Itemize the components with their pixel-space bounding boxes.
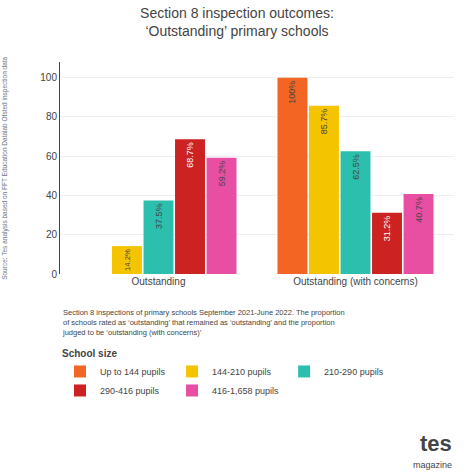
svg-text:290-416 pupils: 290-416 pupils bbox=[100, 386, 160, 396]
svg-text:Section 8 inspection outcomes:: Section 8 inspection outcomes:‘Outstandi… bbox=[140, 5, 334, 39]
svg-text:100: 100 bbox=[40, 72, 57, 83]
svg-text:37.5%: 37.5% bbox=[154, 203, 164, 229]
svg-text:40: 40 bbox=[46, 190, 58, 201]
svg-text:100%: 100% bbox=[287, 81, 297, 104]
svg-text:85.7%: 85.7% bbox=[319, 109, 329, 135]
svg-text:210-290 pupils: 210-290 pupils bbox=[324, 367, 384, 377]
svg-text:Outstanding: Outstanding bbox=[132, 276, 186, 287]
svg-text:tes: tes bbox=[420, 431, 452, 456]
svg-text:14.2%: 14.2% bbox=[123, 249, 132, 271]
svg-text:School size: School size bbox=[62, 348, 117, 359]
svg-text:Up to 144 pupils: Up to 144 pupils bbox=[100, 367, 166, 377]
svg-text:416-1,658 pupils: 416-1,658 pupils bbox=[212, 386, 279, 396]
svg-text:60: 60 bbox=[46, 151, 58, 162]
svg-text:80: 80 bbox=[46, 111, 58, 122]
svg-text:Outstanding (with concerns): Outstanding (with concerns) bbox=[293, 276, 418, 287]
svg-text:Source: Tes analysis based on: Source: Tes analysis based on FFT Educat… bbox=[1, 56, 9, 279]
svg-text:magazine: magazine bbox=[413, 460, 452, 470]
svg-text:31.2%: 31.2% bbox=[382, 216, 392, 242]
svg-text:59.2%: 59.2% bbox=[217, 161, 227, 187]
svg-text:144-210 pupils: 144-210 pupils bbox=[212, 367, 272, 377]
svg-text:68.7%: 68.7% bbox=[185, 142, 195, 168]
svg-text:20: 20 bbox=[46, 229, 58, 240]
svg-text:0: 0 bbox=[51, 269, 57, 280]
svg-text:40.7%: 40.7% bbox=[414, 197, 424, 223]
svg-text:62.5%: 62.5% bbox=[351, 154, 361, 180]
svg-text:Section 8 inspections of prima: Section 8 inspections of primary schools… bbox=[62, 308, 345, 337]
